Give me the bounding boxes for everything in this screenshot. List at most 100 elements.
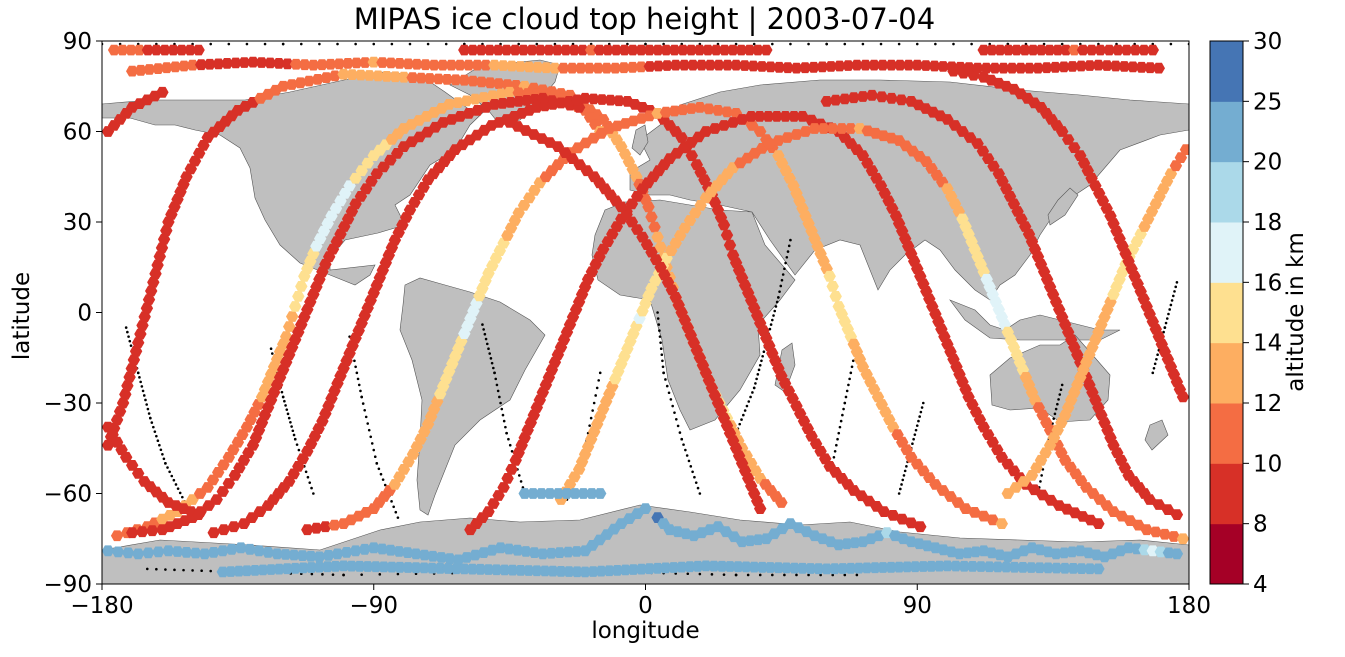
track-dot (597, 379, 600, 382)
cloud-top-marker (479, 59, 493, 71)
track-dot (771, 573, 774, 577)
track-dot (722, 573, 726, 576)
cloud-top-marker (484, 77, 497, 89)
track-dot (657, 323, 661, 326)
cloud-top-marker (578, 566, 592, 578)
track-dot (394, 510, 398, 514)
track-dot (159, 448, 163, 452)
track-dot (1164, 321, 1168, 325)
track-dot (378, 573, 382, 576)
track-dot (176, 487, 180, 490)
cloud-top-marker (1176, 533, 1189, 545)
track-dot (1167, 312, 1170, 316)
cloud-top-marker (559, 44, 572, 56)
island-great-britain (631, 124, 649, 156)
track-dot (297, 448, 301, 452)
cloud-top-marker (111, 546, 125, 558)
cloud-top-marker (626, 61, 639, 73)
cloud-top-marker (995, 518, 1008, 529)
cloud-top-marker (669, 59, 682, 71)
cloud-top-marker (807, 61, 820, 73)
cloud-top-marker (726, 44, 740, 56)
cloud-top-marker (1067, 563, 1080, 574)
cloud-top-marker (941, 560, 954, 572)
cloud-top-marker (425, 562, 439, 574)
colorbar-segment (1210, 463, 1243, 525)
cloud-top-marker (141, 44, 155, 56)
track-dot (142, 394, 146, 397)
track-dot (758, 573, 762, 577)
track-dot (843, 401, 847, 405)
track-dot (839, 419, 843, 423)
cloud-top-marker (152, 546, 165, 558)
track-dot (686, 572, 690, 576)
cloud-top-marker (531, 61, 544, 73)
track-dot (831, 573, 835, 577)
cloud-top-marker (645, 211, 658, 223)
cloud-top-marker (756, 561, 769, 573)
track-dot (841, 413, 844, 417)
cloud-top-marker (392, 546, 406, 557)
cloud-top-marker (718, 44, 731, 56)
cloud-top-marker (140, 302, 154, 314)
cloud-top-marker (1075, 563, 1088, 574)
cloud-top-marker (983, 561, 996, 573)
cloud-top-marker (660, 44, 673, 56)
track-dot (901, 478, 905, 482)
cloud-top-marker (699, 560, 713, 572)
track-dot (837, 431, 841, 435)
cloud-top-marker (189, 547, 202, 559)
cloud-top-marker (852, 562, 866, 574)
cloud-top-marker (466, 44, 479, 56)
cloud-top-marker (145, 285, 158, 297)
cloud-top-marker (243, 543, 257, 555)
cloud-top-marker (279, 549, 292, 560)
cloud-top-marker (538, 565, 552, 577)
cloud-top-marker (723, 239, 737, 251)
track-dot (851, 359, 855, 363)
track-dot (743, 409, 747, 412)
cloud-top-marker (536, 548, 549, 560)
track-dot (426, 42, 430, 46)
cloud-top-marker (867, 59, 881, 71)
cloud-top-marker (142, 294, 156, 305)
track-dot (481, 323, 484, 326)
cloud-top-marker (587, 93, 600, 105)
cloud-top-marker (440, 74, 454, 85)
cloud-top-marker (409, 548, 423, 560)
cloud-top-marker (595, 565, 608, 577)
track-dot (756, 373, 760, 376)
cloud-top-marker (505, 60, 518, 72)
track-dot (390, 42, 394, 46)
cloud-top-marker (817, 123, 830, 134)
cloud-top-marker (963, 132, 977, 143)
track-dot (879, 42, 883, 46)
track-dot (595, 386, 599, 390)
track-dot (152, 425, 155, 429)
cloud-top-marker (833, 60, 846, 72)
cloud-top-marker (753, 111, 766, 122)
track-dot (844, 395, 848, 399)
cloud-top-marker (110, 414, 124, 426)
cloud-top-marker (1161, 504, 1175, 515)
islands-maritime-asia (949, 299, 1121, 341)
track-dot (897, 492, 901, 495)
cloud-top-marker (1176, 391, 1189, 403)
cloud-top-marker (729, 59, 743, 71)
track-dot (848, 377, 851, 381)
track-dot (127, 335, 130, 338)
cloud-top-marker (895, 94, 908, 106)
cloud-top-marker (842, 60, 855, 71)
track-dot (370, 442, 374, 445)
cloud-top-marker (419, 59, 432, 71)
track-dot (680, 42, 684, 46)
cloud-top-marker (695, 59, 708, 71)
cloud-top-marker (1120, 44, 1133, 56)
track-dot (181, 495, 184, 499)
track-dot (295, 443, 299, 446)
track-dot (1156, 353, 1159, 357)
cloud-top-marker (635, 44, 648, 56)
cloud-top-marker (668, 44, 681, 56)
x-tick-label: −90 (349, 593, 398, 619)
track-dot (383, 483, 387, 487)
